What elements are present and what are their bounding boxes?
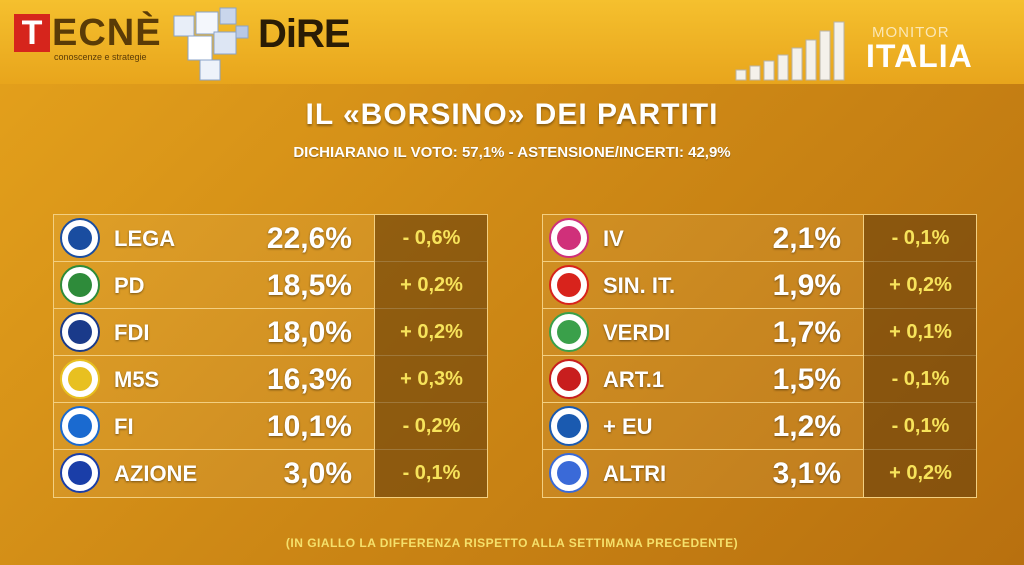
delta-cell: - 0,1%: [863, 403, 976, 450]
iv-logo-icon: [549, 218, 589, 258]
delta-cell: - 0,6%: [374, 215, 487, 262]
delta-cell: + 0,2%: [863, 450, 976, 497]
party-delta: - 0,6%: [402, 227, 461, 249]
azione-logo-icon: [60, 453, 100, 493]
party-name: VERDI: [603, 320, 671, 345]
party-delta: + 0,2%: [889, 462, 952, 484]
table-row: FDI 18,0% + 0,2%: [54, 309, 487, 356]
party-delta: - 0,2%: [402, 415, 461, 437]
party-delta: - 0,1%: [891, 415, 950, 437]
cubes-logo-icon: [173, 7, 249, 81]
page-title: IL «BORSINO» DEI PARTITI: [305, 98, 719, 131]
delta-cell: + 0,3%: [374, 356, 487, 403]
party-name: M5S: [114, 367, 160, 392]
party-value: 1,2%: [772, 410, 841, 443]
table-row: FI 10,1% - 0,2%: [54, 403, 487, 450]
delta-cell: + 0,2%: [863, 262, 976, 309]
table-row: M5S 16,3% + 0,3%: [54, 356, 487, 403]
party-table-right: IV 2,1% - 0,1% SIN. IT. 1,9% + 0,2% VERDI 1,7% +…: [542, 214, 977, 498]
table-row: ART.1 1,5% - 0,1%: [543, 356, 976, 403]
party-value: 22,6%: [266, 222, 352, 255]
party-value: 18,5%: [266, 269, 352, 302]
party-delta: + 0,2%: [400, 274, 463, 296]
piu-europa-logo-icon: [549, 406, 589, 446]
party-delta: + 0,2%: [400, 321, 463, 343]
table-row: PD 18,5% + 0,2%: [54, 262, 487, 309]
altri-logo-icon: [549, 453, 589, 493]
monitor-label: MONITOR: [872, 24, 950, 41]
delta-cell: - 0,1%: [863, 215, 976, 262]
tecne-logo-letter: T: [14, 14, 50, 52]
delta-cell: - 0,2%: [374, 403, 487, 450]
table-row: VERDI 1,7% + 0,1%: [543, 309, 976, 356]
party-value: 1,9%: [772, 269, 841, 302]
table-row: SIN. IT. 1,9% + 0,2%: [543, 262, 976, 309]
party-value: 3,0%: [283, 457, 352, 490]
party-name: FI: [114, 414, 134, 439]
party-name: ALTRI: [603, 461, 667, 486]
table-row: + EU 1,2% - 0,1%: [543, 403, 976, 450]
table-row: IV 2,1% - 0,1%: [543, 215, 976, 262]
party-value: 18,0%: [266, 316, 352, 349]
party-name: FDI: [114, 320, 150, 345]
delta-cell: + 0,2%: [374, 262, 487, 309]
party-table-left: LEGA 22,6% - 0,6% PD 18,5% + 0,2% FDI 18,0% + 0,…: [53, 214, 488, 498]
pd-logo-icon: [60, 265, 100, 305]
verdi-logo-icon: [549, 312, 589, 352]
party-name: LEGA: [114, 226, 176, 251]
monitor-italia-logo: MONITOR ITALIA: [732, 14, 1002, 84]
party-value: 1,5%: [772, 363, 841, 396]
party-name: ART.1: [603, 367, 665, 392]
dire-logo-word: DiRE: [258, 12, 351, 56]
party-value: 3,1%: [772, 457, 841, 490]
delta-cell: + 0,2%: [374, 309, 487, 356]
footnote: (IN GIALLO LA DIFFERENZA RISPETTO ALLA S…: [285, 536, 739, 550]
m5s-logo-icon: [60, 359, 100, 399]
party-delta: + 0,1%: [889, 321, 952, 343]
party-name: IV: [603, 226, 624, 251]
party-name: SIN. IT.: [603, 273, 676, 298]
tecne-logo-word: ECNÈ: [52, 12, 162, 54]
bar-chart-logo-icon: [735, 21, 845, 81]
delta-cell: + 0,1%: [863, 309, 976, 356]
dire-logo: DiRE: [258, 12, 358, 62]
party-delta: + 0,3%: [400, 368, 463, 390]
delta-cell: - 0,1%: [863, 356, 976, 403]
party-delta: - 0,1%: [891, 227, 950, 249]
party-value: 1,7%: [772, 316, 841, 349]
party-delta: - 0,1%: [402, 462, 461, 484]
fi-logo-icon: [60, 406, 100, 446]
tecne-logo-sub: conoscenze e strategie: [54, 52, 147, 62]
party-value: 2,1%: [772, 222, 841, 255]
party-name: + EU: [603, 414, 653, 439]
page-subtitle: DICHIARANO IL VOTO: 57,1% - ASTENSIONE/I…: [293, 144, 731, 161]
party-value: 10,1%: [266, 410, 352, 443]
sinistra-italiana-logo-icon: [549, 265, 589, 305]
fdi-logo-icon: [60, 312, 100, 352]
party-value: 16,3%: [266, 363, 352, 396]
table-row: AZIONE 3,0% - 0,1%: [54, 450, 487, 497]
party-name: PD: [114, 273, 145, 298]
table-row: LEGA 22,6% - 0,6%: [54, 215, 487, 262]
tecne-logo: T ECNÈ conoscenze e strategie: [14, 12, 164, 62]
party-delta: - 0,1%: [891, 368, 950, 390]
party-name: AZIONE: [114, 461, 198, 486]
table-row: ALTRI 3,1% + 0,2%: [543, 450, 976, 497]
italia-label: ITALIA: [866, 38, 973, 74]
lega-logo-icon: [60, 218, 100, 258]
party-delta: + 0,2%: [889, 274, 952, 296]
art1-logo-icon: [549, 359, 589, 399]
delta-cell: - 0,1%: [374, 450, 487, 497]
header-band: [0, 0, 1024, 84]
